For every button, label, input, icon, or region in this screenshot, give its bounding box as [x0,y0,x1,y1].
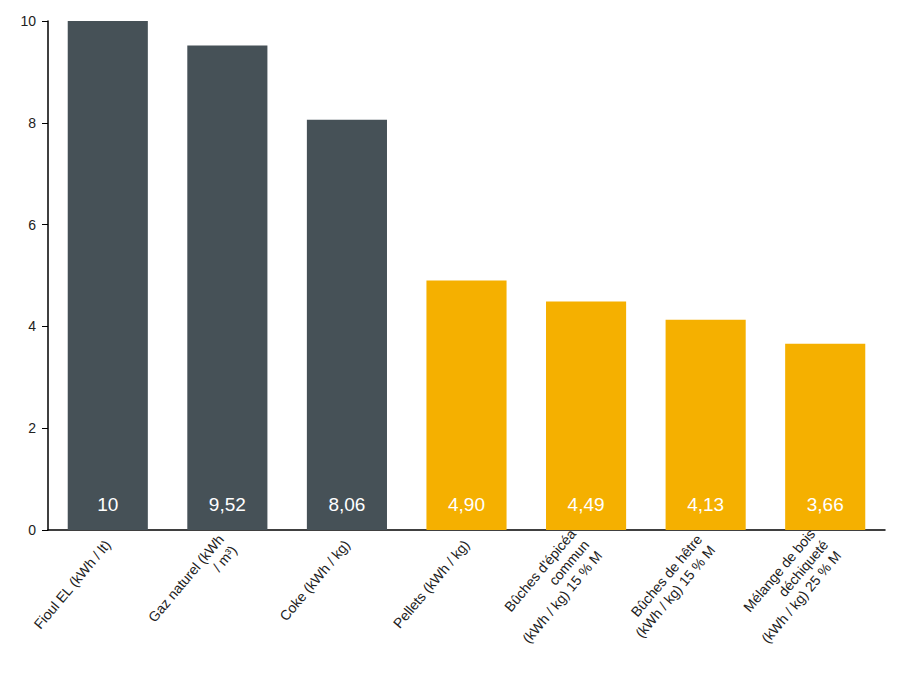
svg-text:4,13: 4,13 [687,494,724,515]
svg-text:(kWh / kg) 15 % M: (kWh / kg) 15 % M [519,548,605,646]
svg-text:(kWh / kg) 25 % M: (kWh / kg) 25 % M [758,548,844,646]
svg-text:commun: commun [545,536,593,589]
svg-text:Coke (kWh / kg): Coke (kWh / kg) [276,537,353,624]
svg-text:10: 10 [20,13,36,29]
svg-text:Fioul EL (kWh / lt): Fioul EL (kWh / lt) [30,537,113,632]
svg-text:4,49: 4,49 [568,494,605,515]
svg-text:/ m³): / m³) [209,542,240,574]
svg-text:2: 2 [28,420,36,436]
svg-text:Bûches d'épicéa: Bûches d'épicéa [501,525,580,615]
svg-text:10: 10 [97,494,118,515]
svg-text:8,06: 8,06 [328,494,365,515]
svg-text:3,66: 3,66 [807,494,844,515]
svg-text:Bûches de hêtre: Bûches de hêtre [627,531,706,620]
svg-text:9,52: 9,52 [209,494,246,515]
svg-text:4: 4 [28,318,36,334]
svg-text:6: 6 [28,217,36,233]
svg-text:Pellets (kWh / kg): Pellets (kWh / kg) [390,537,473,631]
svg-text:(kWh / kg) 15 % M: (kWh / kg) 15 % M [632,542,718,640]
svg-text:8: 8 [28,115,36,131]
svg-text:déchiqueté: déchiqueté [775,536,832,600]
svg-text:Mélange de bois: Mélange de bois [740,525,819,615]
svg-text:4,90: 4,90 [448,494,485,515]
svg-text:0: 0 [28,522,36,538]
svg-text:Gaz naturel (kWh: Gaz naturel (kWh [145,531,227,625]
